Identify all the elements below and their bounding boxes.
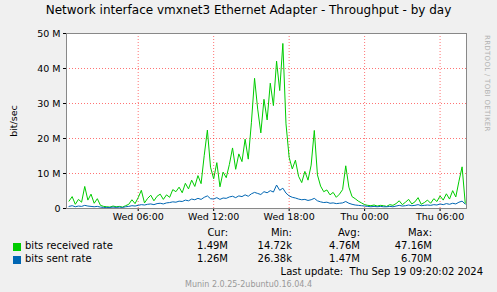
svg-text:bit/sec: bit/sec — [8, 105, 19, 137]
html-text:RRDTOOL / TOBI OETIKER: RRDTOOL / TOBI OETIKER — [483, 35, 491, 132]
html-text:Max:: Max: — [408, 227, 432, 238]
html-text:bits sent rate: bits sent rate — [25, 253, 92, 264]
html-text:4.76M: 4.76M — [329, 240, 360, 251]
html-text:6.70M: 6.70M — [401, 253, 432, 264]
html-text:1.49M: 1.49M — [197, 240, 228, 251]
svg-text:Thu 00:00: Thu 00:00 — [339, 211, 388, 222]
html-text:Avg:: Avg: — [338, 227, 360, 238]
svg-text:10 M: 10 M — [37, 168, 60, 179]
svg-text:20 M: 20 M — [37, 133, 60, 144]
html-text:47.16M: 47.16M — [394, 240, 432, 251]
html-text:14.72k: 14.72k — [257, 240, 292, 251]
svg-text:Thu 06:00: Thu 06:00 — [415, 211, 464, 222]
svg-text:Wed 06:00: Wed 06:00 — [113, 211, 164, 222]
html-text:Network interface vmxnet3 Ethe: Network interface vmxnet3 Ethernet Adapt… — [45, 3, 452, 17]
svg-text:0: 0 — [54, 203, 60, 214]
svg-text:50 M: 50 M — [37, 28, 60, 39]
svg-text:40 M: 40 M — [37, 63, 60, 74]
svg-text:Wed 12:00: Wed 12:00 — [188, 211, 239, 222]
html-text:26.38k: 26.38k — [257, 253, 292, 264]
html-text:bits received rate: bits received rate — [25, 240, 113, 251]
html-text:Munin 2.0.25-2ubuntu0.16.04.4: Munin 2.0.25-2ubuntu0.16.04.4 — [185, 280, 312, 289]
html-text:Min:: Min: — [270, 227, 292, 238]
svg-text:Wed 18:00: Wed 18:00 — [264, 211, 315, 222]
html-text:Cur:: Cur: — [207, 227, 228, 238]
html-text:1.26M: 1.26M — [197, 253, 228, 264]
svg-text:30 M: 30 M — [37, 98, 60, 109]
html-text:Last update: Thu Sep 19 09:20:: Last update: Thu Sep 19 09:20:02 2024 — [280, 266, 483, 277]
html-text:1.47M: 1.47M — [329, 253, 360, 264]
